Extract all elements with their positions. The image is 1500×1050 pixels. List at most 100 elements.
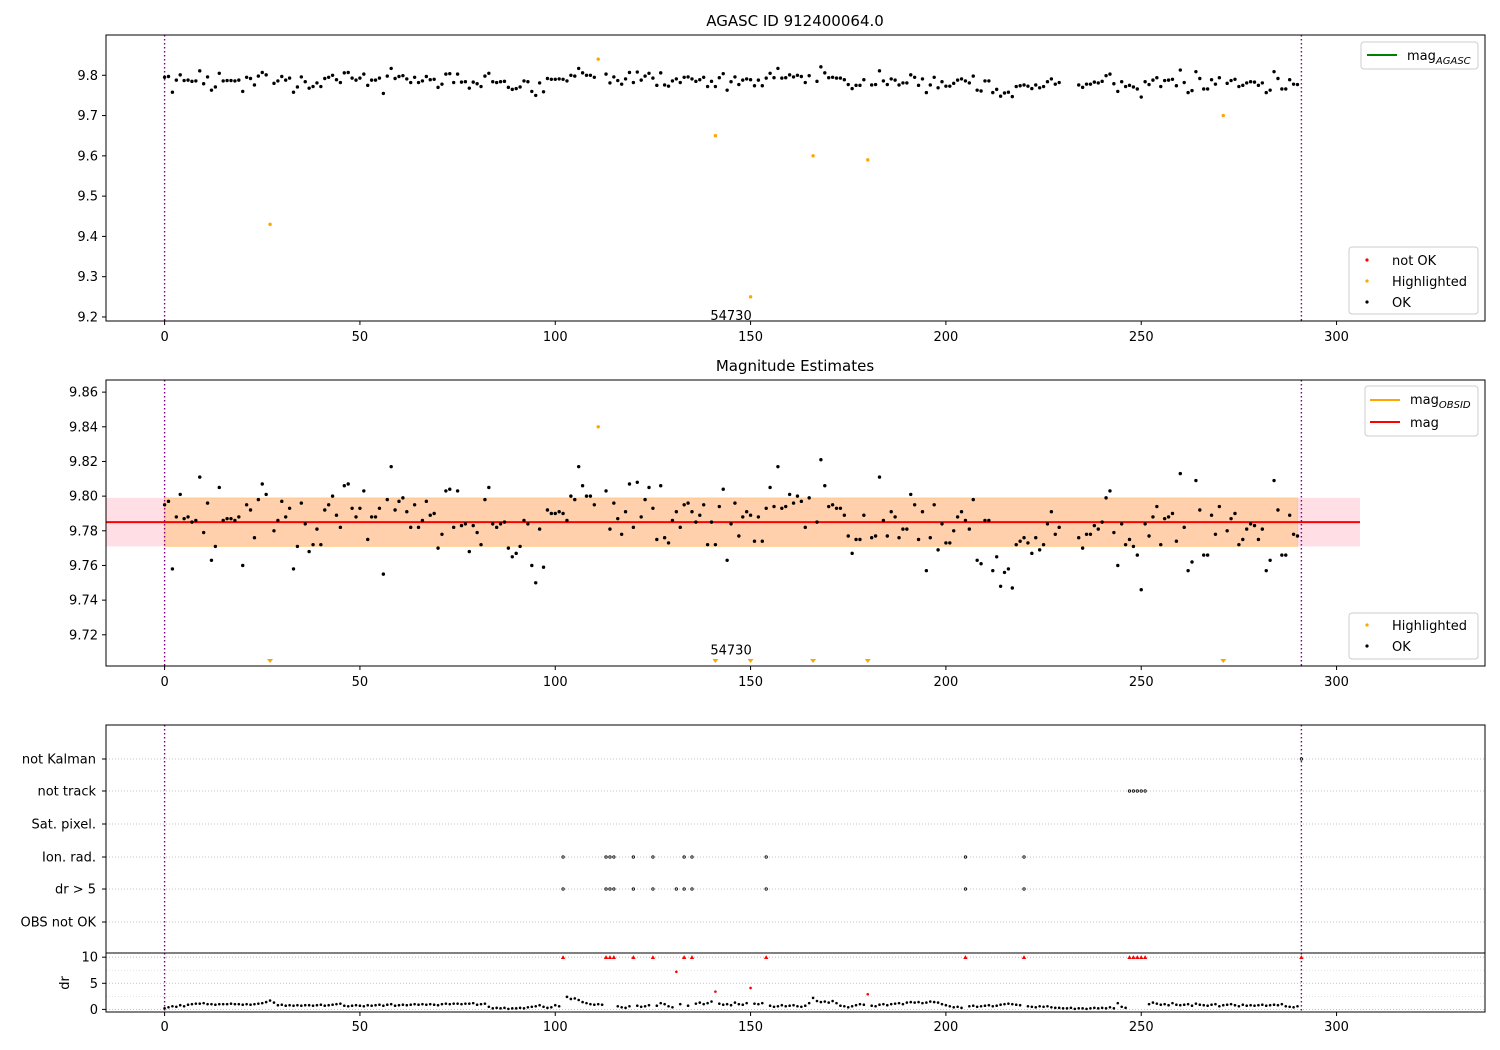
ok-point: [190, 79, 194, 84]
ok-point: [248, 508, 253, 512]
dr-ok-point: [1225, 1003, 1229, 1006]
1-xtick-label: 250: [1129, 675, 1154, 690]
dr-ok-point: [171, 1004, 174, 1008]
ok-legend-label-2: OK: [1392, 640, 1411, 655]
ok-point: [311, 84, 315, 89]
dr-ok-point: [1026, 1004, 1030, 1008]
ok-point: [237, 515, 241, 519]
dr-ok-point: [311, 1004, 315, 1008]
dr-ok-point: [600, 1003, 604, 1006]
ok-point: [186, 515, 190, 519]
dr-ok-point: [1003, 1002, 1006, 1006]
dr-panel: 0 50 100 150 200 250 300 0 5 10 dr: [58, 951, 1486, 1035]
flag-point: [631, 855, 635, 859]
flag-point: [1139, 789, 1143, 793]
ok-point: [998, 94, 1003, 98]
ok-point: [1131, 85, 1136, 89]
1-xtick-label: 150: [738, 675, 763, 690]
ok-point: [983, 518, 987, 523]
flag-point: [612, 855, 616, 859]
dr-ok-point: [589, 1002, 592, 1006]
ok-point: [178, 492, 182, 497]
ok-point: [725, 88, 729, 92]
ok-point: [1041, 542, 1046, 547]
ok-point: [850, 551, 854, 556]
dr-ok-point: [292, 1004, 295, 1008]
ok-point: [170, 90, 175, 94]
ok-point: [518, 544, 522, 549]
ok-point: [1143, 80, 1147, 84]
flag-point: [651, 855, 655, 859]
ok-point: [283, 78, 288, 82]
ok-point: [221, 518, 225, 523]
dr-ok-point: [1073, 1007, 1077, 1011]
dr-ok-point: [827, 1001, 831, 1004]
ok-point: [428, 78, 432, 82]
dr-ok-point: [214, 1003, 217, 1006]
ok-point: [1045, 80, 1050, 84]
agasc-ytick-label: 9.6: [77, 149, 98, 164]
ok-point: [1233, 77, 1237, 82]
dr-ok-point: [425, 1003, 428, 1006]
ok-point: [1217, 504, 1222, 509]
magnitude-ytick-label: 9.84: [69, 420, 98, 435]
ok-point: [565, 518, 569, 523]
magnitude-panel-title: Magnitude Estimates: [716, 357, 874, 375]
dr-ok-point: [917, 1000, 920, 1004]
ok-point: [1135, 553, 1140, 557]
ok-point: [346, 482, 350, 486]
ok-point: [448, 487, 452, 491]
dr-ok-point: [1151, 1001, 1155, 1004]
dr-ok-point: [1288, 1005, 1291, 1009]
dr-clipped-marker: [1142, 955, 1148, 959]
dr-ok-point: [811, 996, 815, 1000]
ok-point: [455, 72, 460, 76]
dr-ok-point: [1221, 1003, 1225, 1007]
ok-point: [213, 544, 218, 549]
dr-ok-point: [1268, 1003, 1272, 1007]
ok-point: [201, 530, 206, 535]
ok-point: [381, 572, 386, 576]
ok-point: [862, 513, 866, 517]
ok-point: [526, 522, 530, 526]
ok-point: [553, 77, 557, 82]
ok-point: [780, 506, 784, 510]
dr-ok-point: [905, 1001, 909, 1004]
dr-ok-point: [936, 1001, 940, 1004]
dr-xtick-label: 150: [738, 1020, 763, 1035]
dr-ok-point: [1284, 1004, 1288, 1008]
ok-point: [873, 534, 878, 538]
ok-point: [1264, 568, 1268, 573]
ok-point: [940, 80, 944, 84]
dr-ok-point: [510, 1007, 514, 1010]
ok-point: [494, 525, 499, 530]
dr-ok-point: [1214, 1002, 1217, 1006]
dr-ok-point: [686, 1004, 690, 1008]
ok-point: [1237, 542, 1241, 547]
ok-point: [854, 83, 858, 88]
ok-point: [346, 70, 350, 75]
dr-ok-point: [663, 1002, 666, 1006]
dr-ok-point: [968, 1004, 971, 1008]
agasc-points: [162, 57, 1300, 299]
ok-point: [823, 71, 827, 75]
flag-label: OBS not OK: [21, 916, 97, 931]
ok-point: [1205, 87, 1210, 91]
dr-ok-point: [635, 1004, 639, 1008]
dr-ok-point: [370, 1004, 373, 1008]
dr-ok-point: [1241, 1003, 1245, 1006]
dr-clipped-marker: [1135, 955, 1140, 959]
dr-ok-point: [1194, 1002, 1198, 1005]
ok-point: [1084, 532, 1089, 536]
magnitude-panel: Magnitude Estimates 54730 0 50 100 150 200 25…: [69, 357, 1486, 690]
agasc-ytick-label: 9.4: [77, 230, 98, 245]
ok-point: [1057, 80, 1061, 85]
dr-ok-point: [1296, 1004, 1299, 1008]
ok-point: [659, 484, 663, 488]
ok-point: [983, 79, 987, 83]
ok-point: [405, 510, 409, 514]
ok-point: [1252, 80, 1257, 84]
dr-ok-point: [1249, 1003, 1252, 1007]
dr-clipped-marker: [607, 955, 613, 959]
ok-point: [1237, 84, 1241, 89]
